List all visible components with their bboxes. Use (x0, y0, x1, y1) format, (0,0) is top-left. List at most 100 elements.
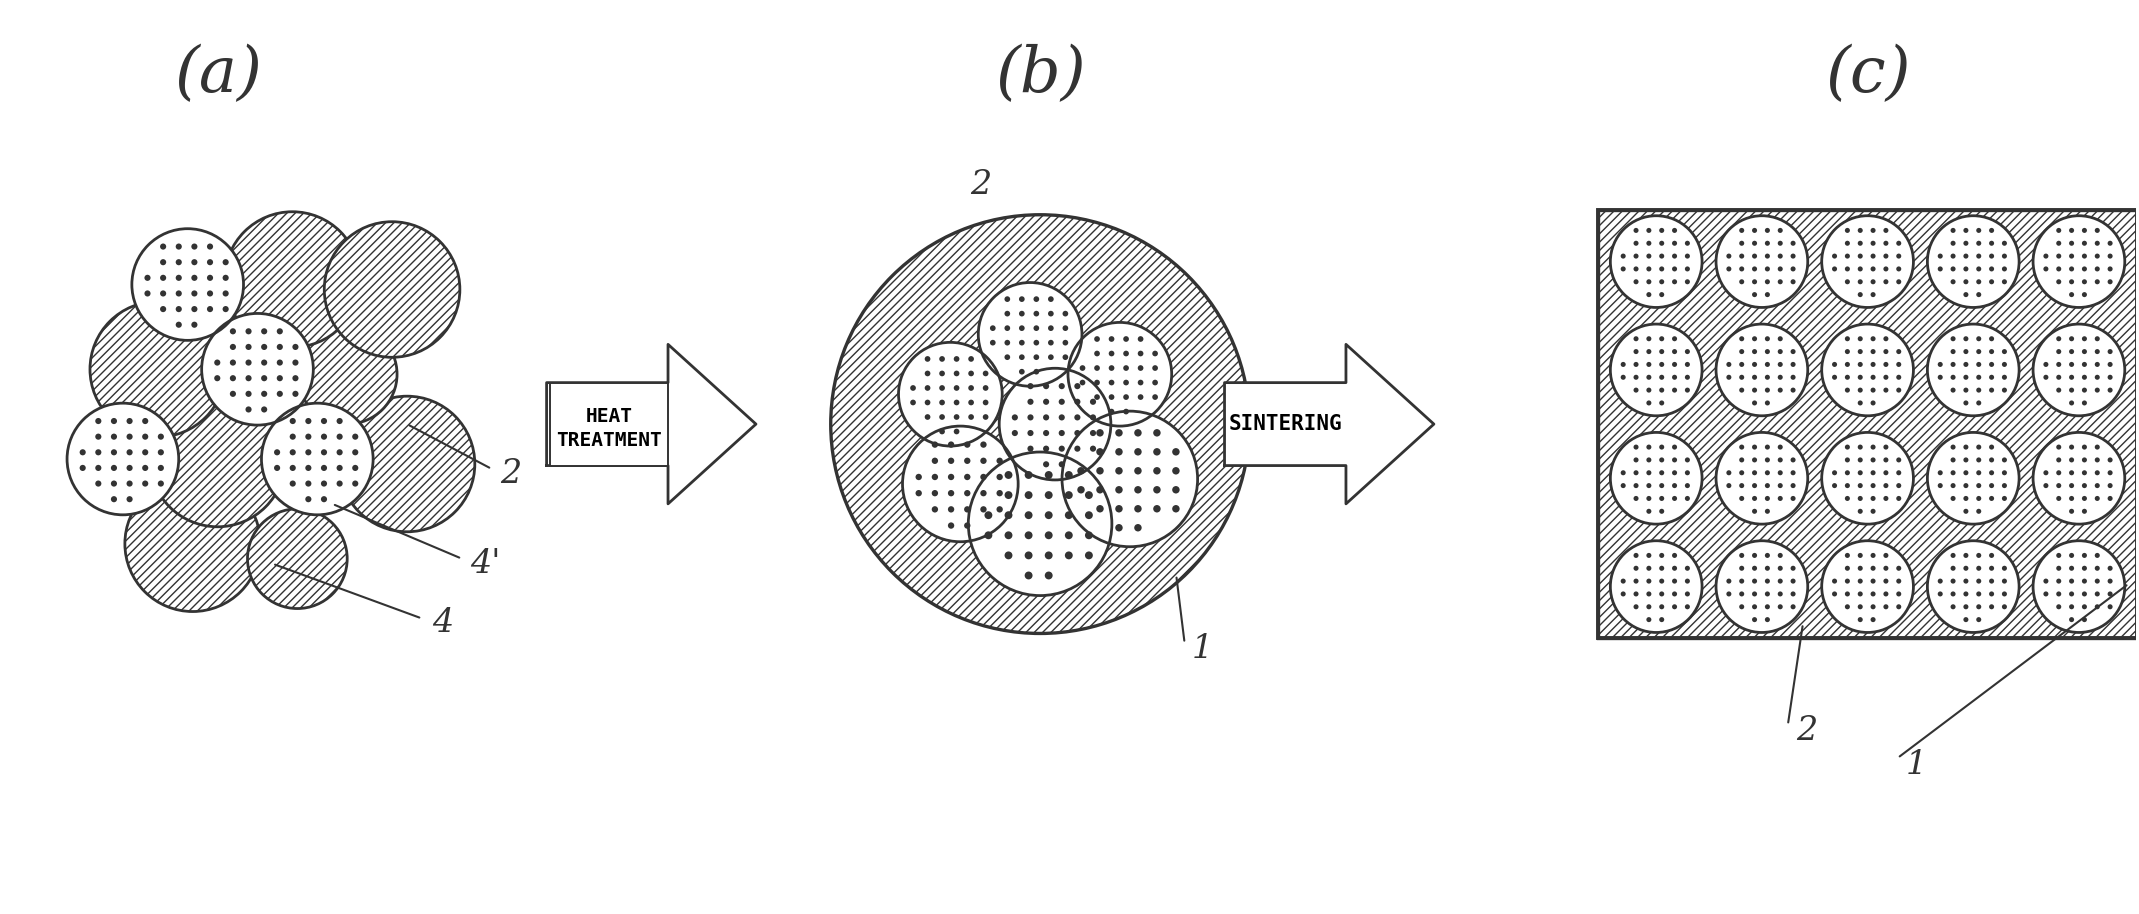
Circle shape (1831, 470, 1837, 475)
Circle shape (1938, 253, 1942, 259)
Circle shape (1951, 280, 1955, 284)
Circle shape (1869, 484, 1876, 488)
Circle shape (2094, 553, 2100, 558)
Circle shape (1739, 362, 1743, 367)
Circle shape (1739, 553, 1743, 558)
Circle shape (289, 433, 295, 440)
Circle shape (1611, 432, 1703, 524)
Circle shape (1822, 541, 1914, 632)
Circle shape (1778, 470, 1782, 475)
Circle shape (306, 418, 312, 424)
Circle shape (2068, 240, 2075, 246)
Circle shape (1951, 444, 1955, 450)
Circle shape (1739, 253, 1743, 259)
Circle shape (1844, 362, 1850, 367)
Circle shape (903, 426, 1018, 542)
Circle shape (1964, 266, 1968, 271)
Circle shape (158, 433, 165, 440)
Circle shape (1951, 591, 1955, 597)
Circle shape (1964, 388, 1968, 393)
Circle shape (1752, 280, 1756, 284)
Circle shape (1964, 362, 1968, 367)
Circle shape (1857, 457, 1863, 462)
Circle shape (229, 328, 235, 335)
Circle shape (2081, 579, 2088, 584)
Circle shape (190, 322, 197, 328)
Circle shape (1976, 375, 1981, 380)
Circle shape (306, 465, 312, 471)
Circle shape (898, 343, 1003, 446)
Circle shape (1647, 496, 1651, 501)
Circle shape (321, 418, 327, 424)
Circle shape (340, 396, 475, 532)
Circle shape (1976, 266, 1981, 271)
Circle shape (948, 473, 954, 480)
Circle shape (939, 429, 945, 434)
Circle shape (1790, 591, 1795, 597)
Circle shape (111, 433, 118, 440)
Circle shape (1765, 553, 1769, 558)
Circle shape (1153, 394, 1157, 400)
Circle shape (2081, 362, 2088, 367)
Circle shape (1844, 280, 1850, 284)
Circle shape (1739, 280, 1743, 284)
Circle shape (229, 391, 235, 397)
Circle shape (1634, 579, 1638, 584)
Circle shape (1065, 511, 1074, 519)
Circle shape (1065, 471, 1074, 479)
Circle shape (1897, 240, 1902, 246)
Circle shape (2081, 496, 2088, 501)
Circle shape (1138, 379, 1144, 386)
Circle shape (1018, 311, 1025, 316)
Circle shape (1091, 430, 1095, 436)
Circle shape (1647, 388, 1651, 393)
Circle shape (1673, 470, 1677, 475)
Circle shape (997, 506, 1003, 513)
Circle shape (1857, 349, 1863, 354)
Circle shape (1938, 579, 1942, 584)
Circle shape (1976, 444, 1981, 450)
Circle shape (1634, 470, 1638, 475)
Circle shape (1673, 228, 1677, 233)
Circle shape (1027, 383, 1033, 389)
Circle shape (984, 531, 992, 539)
Circle shape (969, 452, 1112, 596)
Circle shape (1964, 400, 1968, 406)
Circle shape (1005, 531, 1012, 539)
Circle shape (1951, 388, 1955, 393)
Circle shape (1765, 591, 1769, 597)
Circle shape (954, 414, 960, 420)
Circle shape (222, 275, 229, 281)
Circle shape (2002, 470, 2006, 475)
Circle shape (2094, 362, 2100, 367)
Circle shape (1989, 604, 1994, 610)
Text: 1: 1 (1191, 633, 1213, 665)
Circle shape (1025, 551, 1033, 559)
Circle shape (1739, 591, 1743, 597)
Circle shape (939, 414, 945, 420)
Circle shape (1938, 375, 1942, 380)
Circle shape (1844, 579, 1850, 584)
Circle shape (2081, 253, 2088, 259)
Circle shape (1844, 496, 1850, 501)
Circle shape (2043, 591, 2049, 597)
Circle shape (1927, 541, 2019, 632)
Circle shape (1844, 349, 1850, 354)
Circle shape (1673, 375, 1677, 380)
Circle shape (1134, 505, 1142, 513)
Circle shape (1882, 280, 1889, 284)
Circle shape (1882, 253, 1889, 259)
Circle shape (1964, 457, 1968, 462)
Circle shape (1091, 446, 1095, 452)
Circle shape (1897, 253, 1902, 259)
Circle shape (1897, 349, 1902, 354)
Circle shape (1844, 470, 1850, 475)
Circle shape (1634, 553, 1638, 558)
Circle shape (96, 465, 101, 471)
Circle shape (980, 458, 986, 464)
Circle shape (1660, 496, 1664, 501)
Circle shape (1882, 240, 1889, 246)
Circle shape (1134, 429, 1142, 437)
Circle shape (1065, 531, 1074, 539)
Circle shape (1033, 355, 1040, 360)
